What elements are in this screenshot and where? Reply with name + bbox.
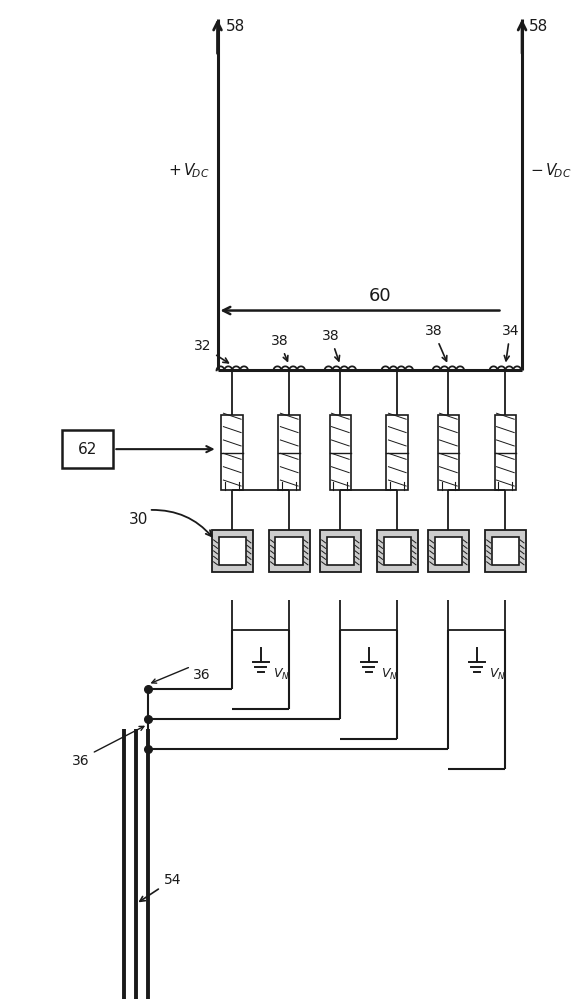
Text: 32: 32	[194, 339, 228, 363]
Text: 58: 58	[225, 19, 244, 34]
Text: 36: 36	[193, 668, 211, 682]
Text: 38: 38	[271, 334, 288, 361]
Text: 38: 38	[425, 324, 447, 361]
Bar	[62, 430, 113, 468]
Bar	[275, 537, 303, 565]
Bar	[212, 530, 253, 572]
Bar	[377, 530, 418, 572]
Text: $-\,V_{\!DC}$: $-\,V_{\!DC}$	[530, 162, 572, 180]
Bar	[438, 415, 459, 490]
Bar	[485, 530, 526, 572]
Bar	[428, 530, 469, 572]
Text: 62: 62	[78, 442, 98, 457]
Bar	[218, 537, 246, 565]
Text: 34: 34	[502, 324, 519, 361]
Bar	[329, 415, 351, 490]
Text: 36: 36	[72, 754, 90, 768]
Bar	[221, 415, 243, 490]
Bar	[495, 415, 516, 490]
Text: $V_N$: $V_N$	[272, 667, 289, 682]
Text: $V_N$: $V_N$	[381, 667, 398, 682]
Bar	[386, 415, 408, 490]
Text: 54: 54	[140, 873, 181, 901]
Text: $+\,V_{\!DC}$: $+\,V_{\!DC}$	[168, 162, 210, 180]
Bar	[327, 537, 354, 565]
Bar	[278, 415, 300, 490]
Text: 38: 38	[322, 329, 339, 361]
Bar	[435, 537, 462, 565]
Text: 60: 60	[368, 287, 391, 305]
Bar	[269, 530, 310, 572]
Text: 30: 30	[129, 512, 148, 527]
Bar	[384, 537, 411, 565]
Text: 58: 58	[529, 19, 548, 34]
Bar	[320, 530, 361, 572]
Text: $V_N$: $V_N$	[489, 667, 506, 682]
Bar	[492, 537, 519, 565]
